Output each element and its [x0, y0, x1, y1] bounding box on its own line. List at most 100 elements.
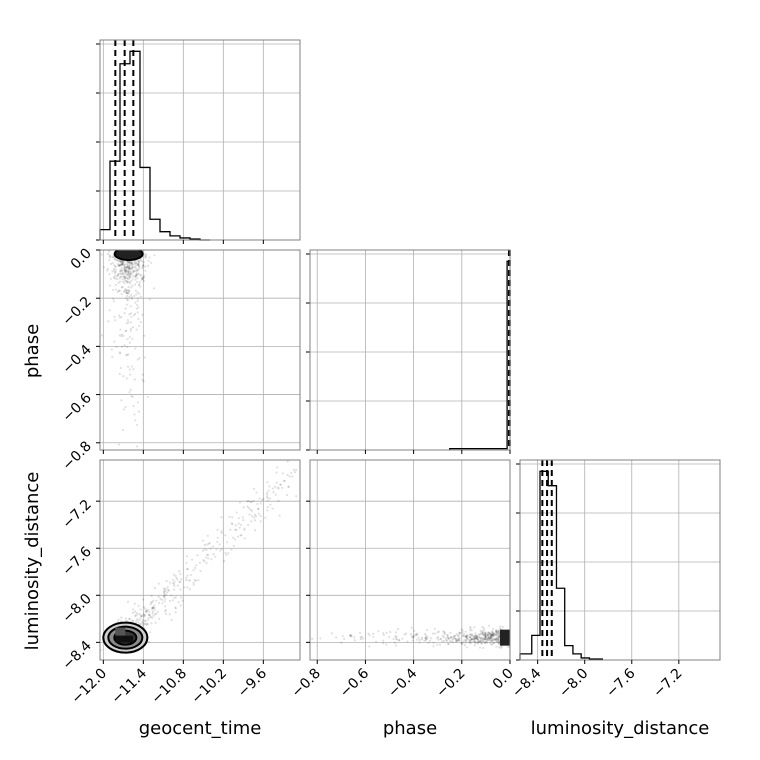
scatter-point: [489, 634, 492, 637]
scatter-point: [465, 636, 468, 639]
scatter-point: [489, 637, 492, 640]
scatter-point: [175, 576, 178, 579]
scatter-point: [129, 282, 132, 285]
scatter-point: [142, 613, 145, 616]
scatter-point: [124, 268, 127, 271]
scatter-point: [491, 632, 494, 635]
scatter-point: [473, 635, 476, 638]
scatter-point: [145, 610, 148, 613]
scatter-point: [498, 632, 501, 635]
scatter-point: [388, 635, 391, 639]
y-tick-label: −8.0: [59, 591, 94, 626]
scatter-point: [478, 640, 481, 643]
scatter-point: [482, 633, 485, 636]
scatter-point: [465, 646, 468, 649]
scatter-point: [134, 274, 137, 277]
scatter-point: [130, 279, 133, 282]
scatter-point: [461, 629, 464, 632]
scatter-point: [124, 263, 127, 266]
scatter-point: [428, 639, 432, 642]
scatter-point: [163, 597, 167, 600]
scatter-point: [468, 639, 471, 642]
scatter-point: [495, 631, 498, 634]
scatter-point: [275, 481, 278, 484]
scatter-point: [143, 615, 146, 618]
scatter-point: [425, 638, 428, 641]
scatter-point: [123, 276, 127, 279]
scatter-point: [131, 277, 134, 280]
scatter-point: [123, 290, 126, 294]
scatter-point: [497, 636, 500, 640]
scatter-point: [219, 549, 222, 552]
scatter-point: [482, 646, 485, 650]
scatter-point: [142, 598, 145, 601]
scatter-point: [113, 340, 116, 343]
scatter-point: [478, 640, 482, 644]
scatter-point: [120, 275, 123, 279]
scatter-point: [484, 636, 487, 639]
scatter-point: [139, 608, 142, 611]
scatter-point: [135, 293, 138, 296]
scatter-point: [488, 637, 491, 640]
scatter-point: [139, 614, 142, 617]
scatter-point: [125, 268, 128, 272]
scatter-point: [367, 632, 370, 635]
scatter-point: [424, 638, 427, 642]
scatter-point: [439, 638, 442, 641]
panel-border: [309, 249, 511, 451]
scatter-point: [492, 638, 495, 641]
scatter-point: [150, 608, 153, 611]
scatter-point: [120, 269, 123, 272]
scatter-point: [163, 605, 167, 608]
xlabel-phase: phase: [383, 718, 437, 739]
scatter-point: [287, 485, 290, 488]
scatter-point: [485, 636, 488, 639]
scatter-point: [473, 637, 476, 640]
scatter-point: [124, 270, 127, 273]
scatter-point: [128, 266, 131, 269]
scatter-point: [476, 642, 480, 645]
scatter-point: [275, 471, 278, 474]
scatter-point: [108, 273, 111, 276]
scatter-point: [128, 341, 131, 344]
scatter-point: [481, 632, 484, 635]
scatter-point: [487, 638, 491, 641]
scatter-point: [95, 271, 97, 273]
scatter-point: [144, 256, 147, 260]
scatter-point: [126, 600, 130, 603]
scatter-point: [157, 582, 160, 585]
scatter-point: [237, 522, 240, 525]
scatter-point: [457, 637, 460, 640]
scatter-point: [487, 635, 490, 638]
scatter-point: [449, 631, 452, 635]
scatter-point: [140, 615, 143, 618]
scatter-point: [253, 519, 257, 522]
scatter-point: [482, 634, 485, 637]
scatter-point: [153, 606, 156, 609]
scatter-point: [114, 258, 117, 261]
scatter-point: [480, 642, 483, 645]
scatter-point: [490, 639, 493, 642]
scatter-point: [484, 635, 487, 638]
scatter-point: [108, 256, 112, 259]
scatter-point: [448, 639, 451, 643]
scatter-point: [141, 276, 144, 279]
scatter-point: [134, 264, 138, 267]
scatter-point: [121, 261, 124, 264]
scatter-point: [119, 264, 122, 267]
scatter-point: [486, 633, 490, 637]
x-tick-label: −0.4: [385, 665, 420, 700]
scatter-point: [135, 619, 138, 622]
scatter-point: [489, 636, 492, 639]
scatter-point: [136, 263, 140, 266]
scatter-point: [484, 633, 487, 636]
scatter-point: [141, 277, 144, 280]
scatter-point: [490, 638, 493, 641]
scatter-point: [137, 263, 140, 267]
scatter-point: [121, 263, 124, 266]
scatter-point: [151, 612, 154, 615]
scatter-point: [454, 637, 457, 640]
scatter-point: [126, 346, 129, 349]
scatter-point: [137, 324, 141, 327]
scatter-point: [153, 254, 156, 257]
